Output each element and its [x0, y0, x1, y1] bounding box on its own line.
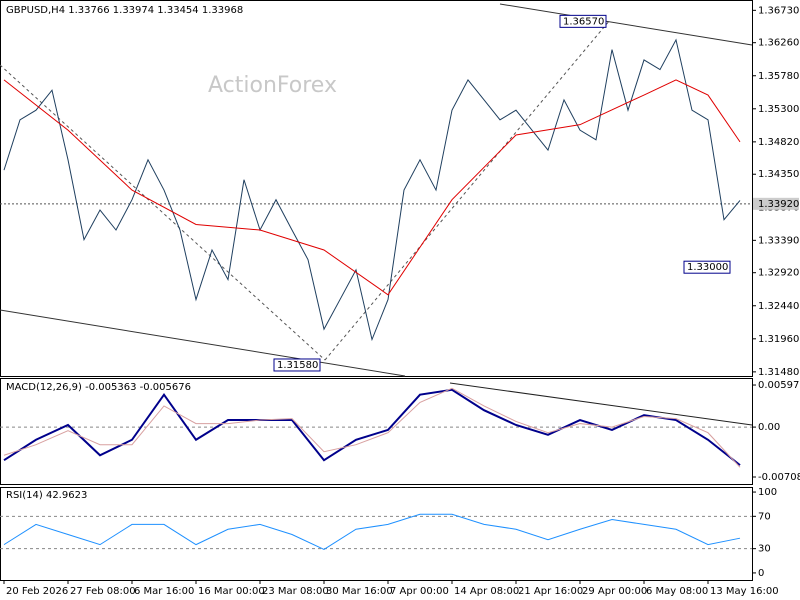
- y-tick-label: 0.005973: [758, 380, 800, 391]
- y-tick-label: 100: [758, 487, 777, 498]
- price-panel: [0, 0, 753, 377]
- series-line: [3, 513, 741, 551]
- x-tick-label: 6 Mar 16:00: [134, 586, 194, 597]
- annotation-label: 1.36570: [563, 16, 604, 27]
- x-tick-label: 20 Feb 2026: [6, 586, 68, 597]
- x-tick-label: 21 Apr 16:00: [518, 586, 583, 597]
- price-box: [753, 197, 799, 210]
- trend-line: [499, 3, 753, 46]
- trend-line: [449, 382, 753, 426]
- price-label: 1.33920: [758, 199, 799, 210]
- y-tick-label: 1.36260: [758, 38, 799, 49]
- x-tick-label: 14 Apr 08:00: [454, 586, 519, 597]
- watermark: ActionForex: [208, 73, 337, 98]
- series-line: [3, 387, 741, 468]
- x-tick-label: 6 May 08:00: [646, 586, 708, 597]
- y-tick-label: -0.007086: [758, 472, 800, 483]
- y-tick-label: 1.32440: [758, 301, 799, 312]
- x-tick-label: 7 Apr 00:00: [390, 586, 449, 597]
- y-tick-label: 1.31960: [758, 334, 799, 345]
- y-tick-label: 1.31480: [758, 367, 799, 378]
- y-tick-label: 1.32920: [758, 268, 799, 279]
- y-tick-label: 1.35300: [758, 104, 799, 115]
- annotation-label: 1.33000: [687, 262, 728, 273]
- chart-title: GBPUSD,H4 1.33766 1.33974 1.33454 1.3396…: [6, 5, 243, 16]
- x-tick-label: 27 Feb 08:00: [70, 586, 136, 597]
- y-tick-label: 70: [758, 511, 771, 522]
- trend-line: [324, 19, 611, 361]
- y-tick-label: 1.34350: [758, 169, 799, 180]
- annotation-box: [273, 358, 321, 372]
- macd-panel: [0, 378, 753, 485]
- x-tick-label: 16 Mar 00:00: [198, 586, 265, 597]
- y-tick-label: 1.34820: [758, 137, 799, 148]
- series-line: [3, 388, 741, 466]
- annotation-label: 1.31580: [277, 360, 318, 371]
- y-tick-label: 0: [758, 568, 764, 579]
- annotation-box: [683, 260, 731, 274]
- trend-line: [0, 64, 326, 361]
- x-tick-label: 23 Mar 08:00: [262, 586, 329, 597]
- rsi-title: RSI(14) 42.9623: [6, 490, 87, 501]
- series-line: [3, 79, 741, 296]
- annotation-box: [559, 14, 607, 28]
- y-tick-label: 1.36730: [758, 5, 799, 16]
- y-tick-label: 1.33390: [758, 235, 799, 246]
- macd-title: MACD(12,26,9) -0.005363 -0.005676: [6, 382, 191, 393]
- x-tick-label: 13 May 16:00: [710, 586, 779, 597]
- x-tick-label: 29 Apr 00:00: [582, 586, 647, 597]
- trend-line: [0, 309, 406, 377]
- series-line: [3, 38, 741, 342]
- x-tick-label: 30 Mar 16:00: [326, 586, 393, 597]
- rsi-panel: [0, 487, 753, 581]
- y-tick-label: 0.00: [758, 422, 780, 433]
- y-tick-label: 30: [758, 544, 771, 555]
- y-tick-label: 1.35780: [758, 71, 799, 82]
